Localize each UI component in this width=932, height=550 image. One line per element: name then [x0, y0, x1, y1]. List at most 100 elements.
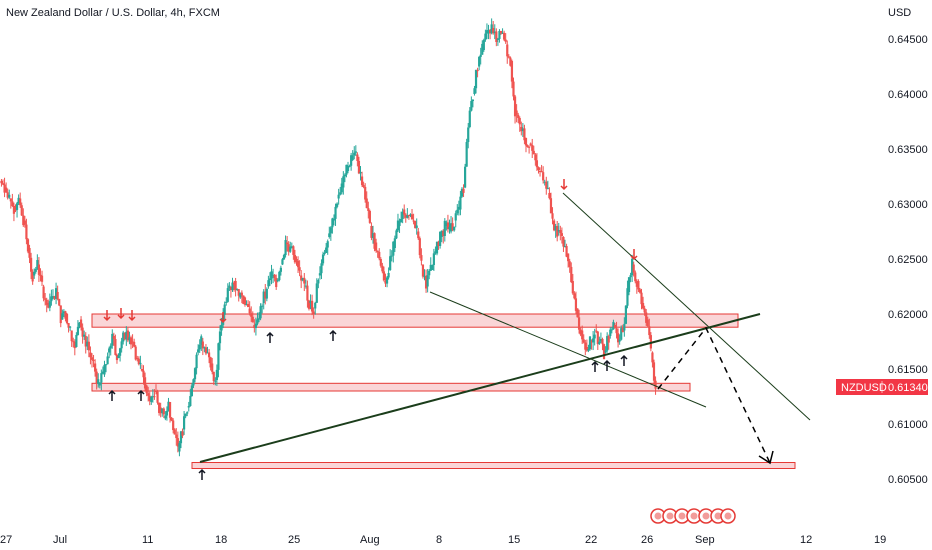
candle-body — [143, 377, 147, 389]
candle-body — [265, 288, 268, 299]
candle-body — [50, 296, 53, 302]
candle-body — [75, 334, 78, 347]
candle-body — [217, 343, 220, 370]
candle-body — [526, 145, 529, 147]
candle-body — [147, 393, 150, 396]
candle-body — [329, 227, 332, 234]
candle-body — [498, 30, 501, 39]
candle-body — [28, 248, 31, 258]
candle-body — [337, 194, 340, 199]
candle-body — [464, 166, 467, 188]
candle-body — [240, 292, 243, 296]
up-arrow-icon — [329, 329, 337, 341]
candle-body — [478, 56, 481, 67]
candle-body — [90, 357, 94, 360]
chart-title: New Zealand Dollar / U.S. Dollar, 4h, FX… — [6, 7, 220, 19]
candle-body — [646, 319, 649, 327]
x-tick-label: 18 — [215, 534, 227, 546]
candle-body — [426, 275, 429, 287]
candle-body — [593, 334, 596, 339]
event-flag-dot-icon — [702, 512, 710, 520]
y-tick-label: 0.63000 — [888, 199, 928, 211]
candle-body — [53, 296, 56, 299]
candle-body — [410, 214, 414, 220]
candle-body — [626, 288, 629, 306]
candle-body — [629, 275, 632, 278]
candle-body — [176, 438, 179, 447]
candle-body — [225, 301, 228, 303]
candle-body — [398, 222, 401, 226]
candle-body — [454, 213, 457, 221]
candle-body — [457, 206, 460, 210]
candle-body — [17, 197, 20, 204]
candle-body — [643, 308, 646, 313]
x-tick-label: 8 — [436, 534, 442, 546]
candle-body — [295, 259, 298, 261]
candle-body — [417, 231, 420, 239]
candle-body — [89, 352, 92, 358]
candle-body — [278, 271, 281, 281]
candle-body — [164, 415, 167, 419]
candle-body — [423, 275, 426, 277]
candle-body — [326, 241, 329, 248]
candle-body — [620, 328, 623, 340]
candle-body — [424, 275, 428, 289]
candle-body — [33, 271, 36, 276]
candle-body — [133, 341, 136, 347]
candle-body — [373, 233, 376, 249]
candle-body — [276, 280, 279, 282]
candle-body — [546, 187, 549, 189]
candle-body — [31, 271, 34, 282]
candle-body — [293, 254, 297, 263]
candle-body — [84, 336, 87, 347]
down-arrow-icon — [630, 249, 638, 261]
price-scale[interactable]: 0.64500 0.64000 0.63500 0.63000 0.62500 0.620… — [888, 34, 928, 486]
candle-body — [406, 215, 409, 218]
candle-body — [407, 215, 410, 216]
candle-body — [162, 408, 165, 415]
candle-body — [385, 277, 389, 284]
candle-body — [607, 336, 610, 343]
candle-body — [131, 341, 134, 343]
candle-body — [65, 314, 69, 324]
candle-body — [584, 342, 587, 350]
candle-body — [384, 281, 387, 284]
candle-body — [353, 152, 356, 156]
time-scale[interactable]: 27 Jul 11 18 25 Aug 8 15 22 26 Sep 12 19 — [0, 534, 886, 546]
candle-body — [473, 88, 476, 94]
candle-body — [257, 318, 261, 320]
candle-body — [367, 208, 370, 211]
candle-body — [371, 233, 375, 238]
candle-body — [381, 265, 384, 272]
candle-body — [342, 176, 345, 188]
candle-body — [604, 350, 607, 353]
candle-body — [350, 155, 353, 166]
candle-body — [273, 274, 276, 278]
candle-body — [524, 138, 528, 146]
candle-body — [332, 218, 336, 221]
candle-body — [23, 220, 26, 225]
candle-body — [154, 391, 158, 392]
candle-body — [499, 30, 503, 34]
event-flag-dot-icon — [666, 512, 674, 520]
candle-body — [195, 354, 198, 369]
candle-body — [245, 303, 248, 305]
candle-body — [506, 44, 509, 57]
candle-body — [459, 196, 462, 210]
candle-body — [26, 239, 30, 252]
candle-body — [446, 222, 450, 230]
candle-body — [312, 311, 315, 314]
candle-body — [476, 69, 479, 72]
candle-body — [184, 413, 187, 417]
candle-body — [218, 331, 222, 344]
candle-body — [303, 277, 306, 284]
candle-body — [345, 164, 348, 175]
candle-body — [432, 253, 435, 266]
candle-body — [528, 146, 531, 148]
candle-body — [392, 241, 395, 256]
candle-body — [370, 226, 373, 238]
candle-body — [348, 165, 351, 167]
economic-event-icons[interactable] — [650, 508, 736, 524]
